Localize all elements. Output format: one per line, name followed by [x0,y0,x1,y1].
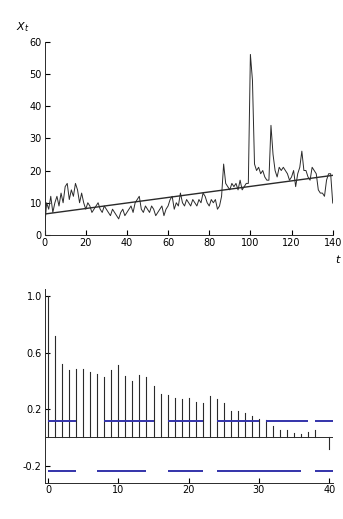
Text: $X_t$: $X_t$ [16,20,29,34]
Text: $t$: $t$ [335,253,342,265]
